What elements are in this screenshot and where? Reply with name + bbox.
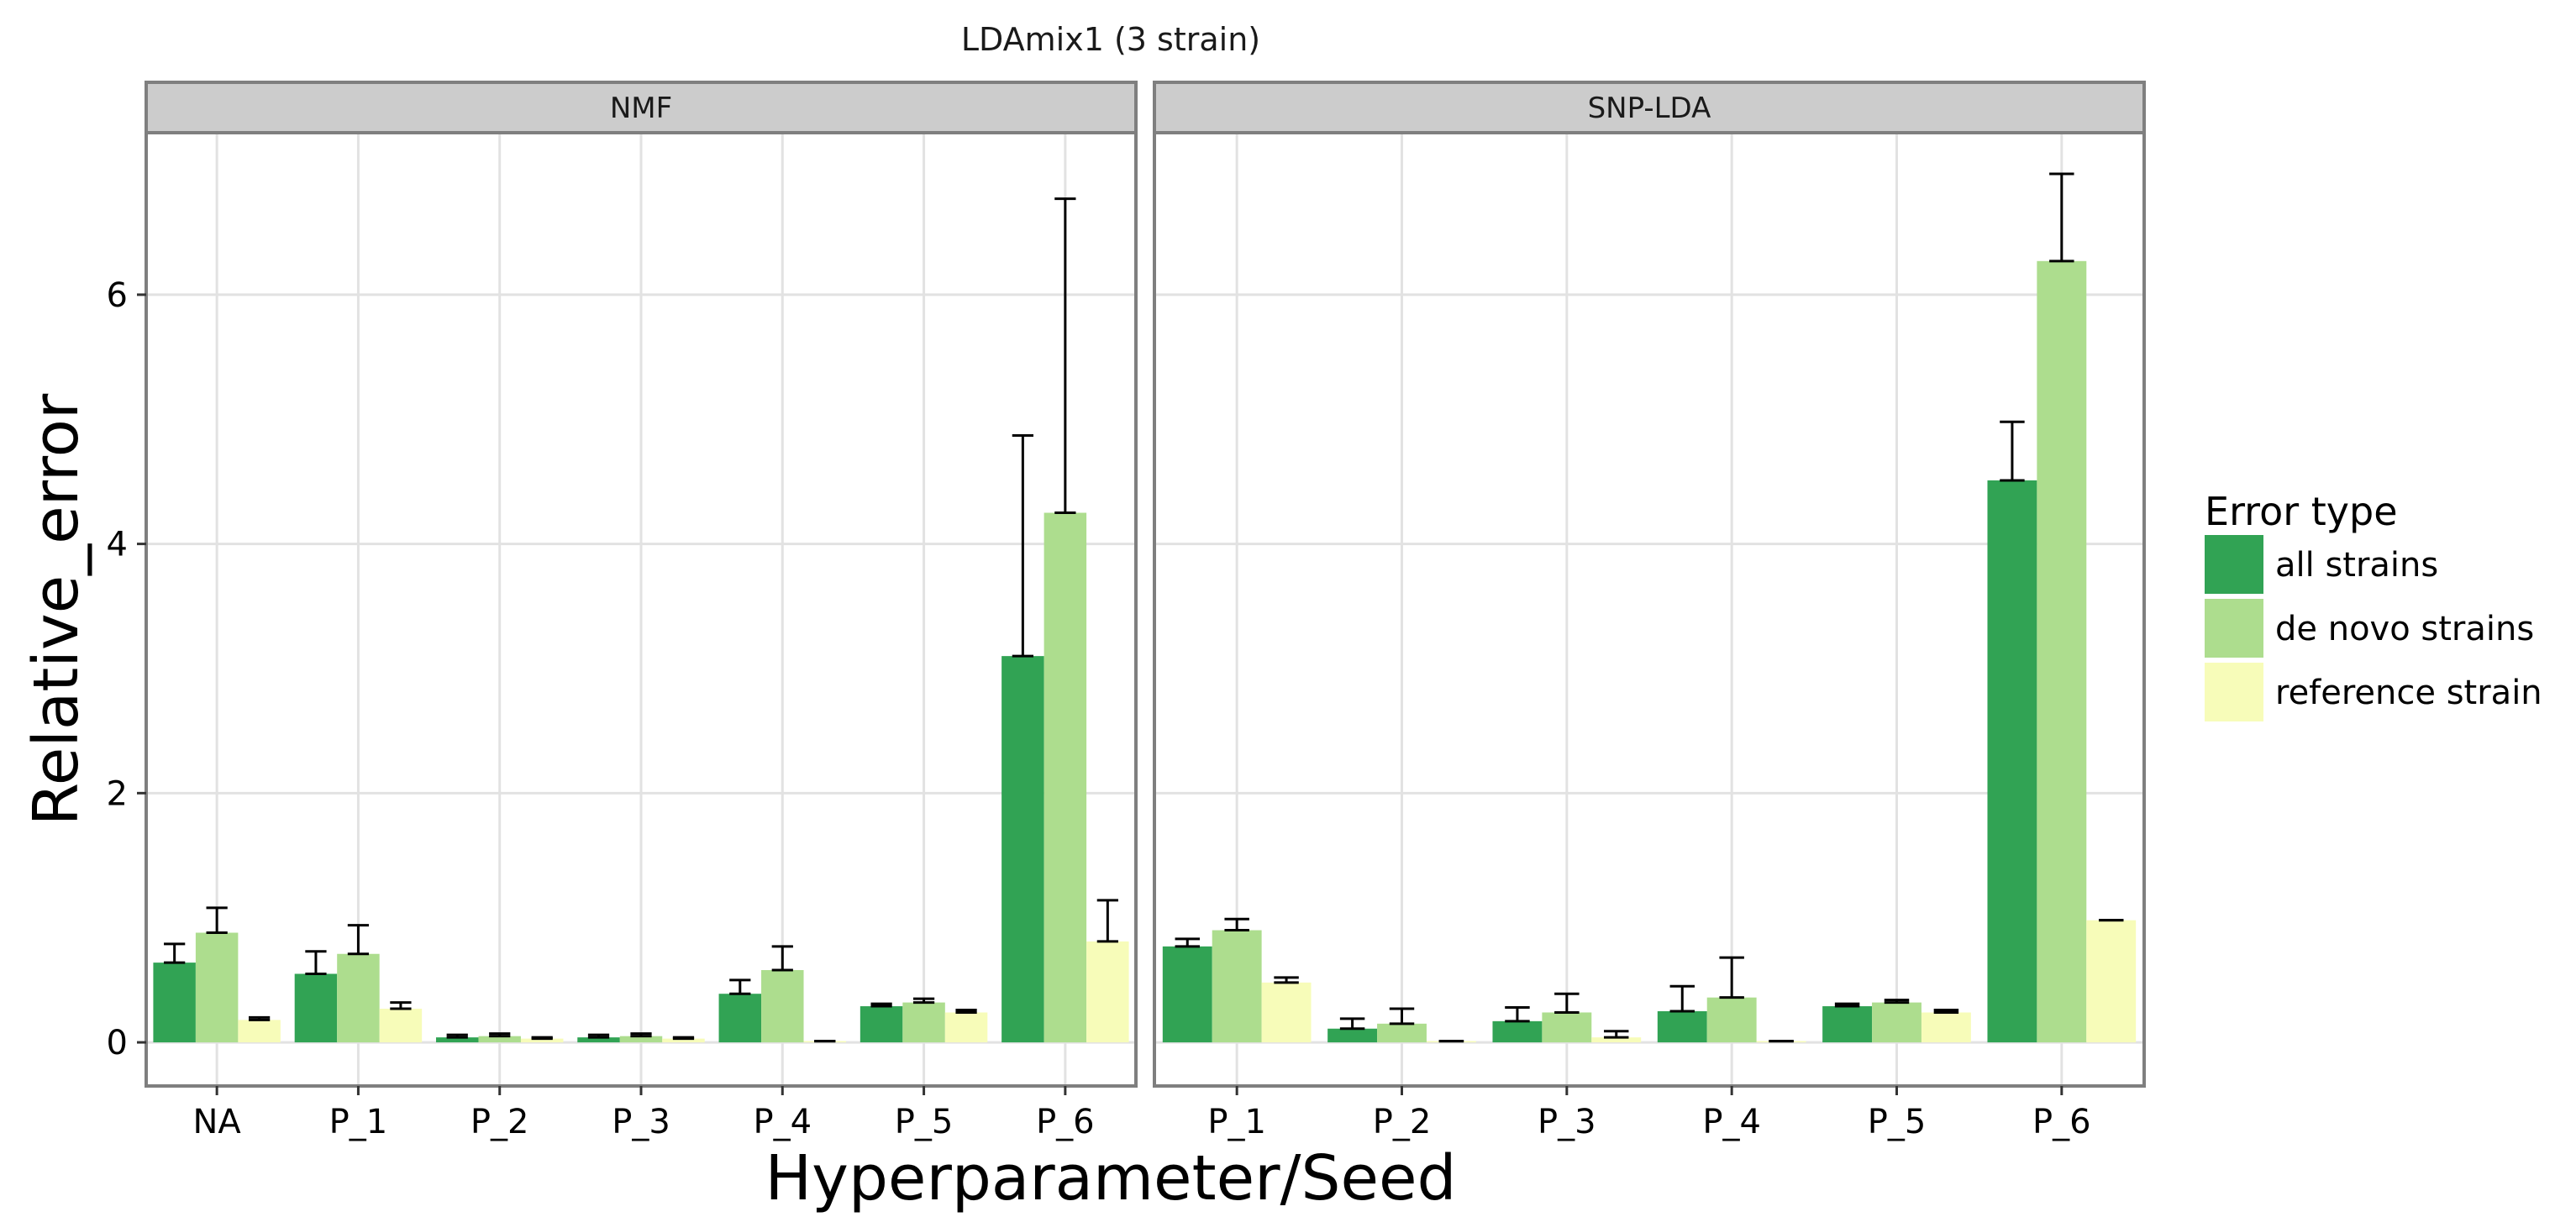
bar	[1377, 1023, 1427, 1043]
bar	[761, 970, 804, 1043]
bar	[153, 963, 196, 1043]
x-tick-label: P_1	[329, 1103, 388, 1141]
legend-label: reference strain	[2275, 674, 2542, 712]
bar	[718, 994, 762, 1043]
bar	[238, 1020, 281, 1043]
bar	[1657, 1010, 1707, 1043]
bar	[1542, 1012, 1592, 1043]
bar	[1591, 1037, 1642, 1043]
bar	[1086, 941, 1129, 1043]
facet-label: SNP-LDA	[1588, 92, 1711, 125]
chart-title: LDAmix1 (3 strain)	[961, 21, 1260, 58]
x-tick-label: P_4	[1702, 1103, 1761, 1141]
bar	[1162, 946, 1212, 1043]
facet-label: NMF	[610, 92, 672, 125]
x-tick-label: P_2	[1373, 1103, 1432, 1141]
legend-key	[2205, 599, 2263, 658]
bar	[1921, 1012, 1971, 1043]
bar	[2037, 260, 2087, 1043]
bar	[520, 1038, 564, 1043]
panel-nmf: NMF NA P_1 P_2 P_3 P_4 P_5 P_6 0 2 4 6	[107, 81, 1138, 1141]
facet-panels: NMF NA P_1 P_2 P_3 P_4 P_5 P_6 0 2 4 6 SNP-LDA P_1 P_2…	[107, 81, 2146, 1141]
bar	[1044, 512, 1087, 1043]
bar	[1212, 930, 1262, 1043]
legend-label: de novo strains	[2275, 610, 2534, 648]
bar	[902, 1002, 945, 1043]
x-tick-label: NA	[192, 1103, 241, 1141]
bar	[1492, 1020, 1543, 1043]
bar	[294, 973, 338, 1043]
legend-key	[2205, 663, 2263, 721]
bar	[435, 1037, 479, 1043]
bar	[1327, 1028, 1378, 1043]
bar	[662, 1038, 705, 1043]
bar	[577, 1037, 620, 1043]
x-tick-label: P_5	[895, 1103, 954, 1141]
y-tick-label: 4	[107, 526, 128, 564]
legend-label: all strains	[2275, 546, 2438, 585]
bar	[1261, 982, 1312, 1043]
bar	[944, 1012, 988, 1043]
x-axis-title: Hyperparameter/Seed	[765, 1142, 1457, 1214]
bar	[478, 1036, 521, 1043]
facet-strip	[1153, 81, 2146, 134]
bar	[2086, 920, 2137, 1043]
bar	[1987, 480, 2037, 1043]
x-tick-label: P_1	[1207, 1103, 1266, 1141]
y-axis-title: Relative_error	[20, 393, 92, 826]
x-tick-label: P_6	[2032, 1103, 2091, 1141]
x-tick-label: P_5	[1868, 1103, 1927, 1141]
x-tick-label: P_3	[612, 1103, 670, 1141]
bar	[195, 932, 239, 1043]
bar	[1001, 656, 1044, 1043]
legend-key	[2205, 535, 2263, 594]
bar	[379, 1009, 423, 1043]
bar	[337, 953, 380, 1043]
panel-background	[1154, 133, 2144, 1086]
y-tick-label: 6	[107, 276, 128, 315]
bar	[1872, 1002, 1921, 1043]
x-tick-label: P_6	[1036, 1103, 1095, 1141]
bar	[1822, 1006, 1873, 1043]
bar	[619, 1036, 663, 1043]
y-tick-label: 2	[107, 774, 128, 813]
x-tick-label: P_2	[471, 1103, 529, 1141]
x-tick-label: P_4	[753, 1103, 812, 1141]
facet-strip	[145, 81, 1138, 134]
bar	[860, 1006, 903, 1043]
x-tick-label: P_3	[1538, 1103, 1596, 1141]
panel-snp-lda: SNP-LDA P_1 P_2 P_3 P_4 P_5 P_6	[1153, 81, 2146, 1141]
bar	[1706, 997, 1757, 1043]
legend: Error type all strains de novo strains ref…	[2205, 489, 2542, 721]
y-tick-label: 0	[107, 1024, 128, 1062]
legend-title: Error type	[2205, 489, 2398, 534]
